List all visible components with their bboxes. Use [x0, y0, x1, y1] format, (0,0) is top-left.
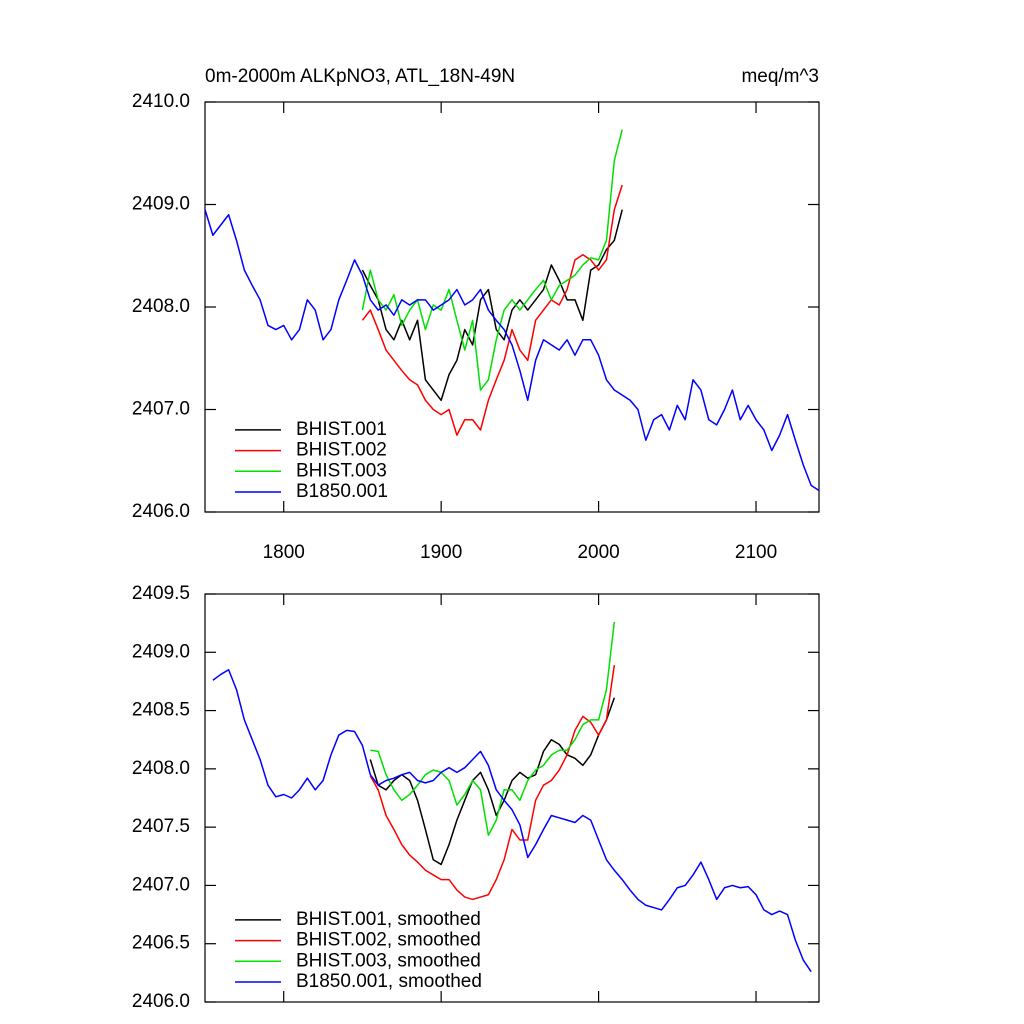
units-label: meq/m^3 [741, 66, 819, 87]
series-line [369, 697, 616, 866]
y-tick-label: 2407.5 [132, 816, 190, 837]
legend-label: BHIST.001, smoothed [296, 909, 481, 930]
legend-label: BHIST.002, smoothed [296, 930, 481, 951]
x-tick-label: 2100 [735, 542, 777, 563]
y-tick-label: 2406.0 [132, 501, 190, 522]
series-line [361, 209, 623, 402]
y-tick-label: 2407.0 [132, 399, 190, 420]
y-tick-label: 2406.0 [132, 991, 190, 1012]
legend-label: BHIST.003, smoothed [296, 950, 481, 971]
series-line [204, 209, 820, 492]
legend-label: B1850.001, smoothed [296, 971, 482, 992]
legend-label: BHIST.003 [296, 460, 387, 481]
plot-frame [204, 593, 820, 1003]
series-line [369, 665, 616, 901]
y-tick-label: 2406.5 [132, 933, 190, 954]
y-tick-label: 2409.5 [132, 583, 190, 604]
chart-title: 0m-2000m ALKpNO3, ATL_18N-49N [205, 66, 515, 87]
series-line [361, 184, 623, 436]
y-tick-label: 2408.5 [132, 700, 190, 721]
legend-label: BHIST.002 [296, 440, 387, 461]
legend-label: BHIST.001 [296, 419, 387, 440]
y-tick-label: 2409.0 [132, 641, 190, 662]
series-line [370, 621, 616, 837]
series-line [361, 129, 623, 391]
x-tick-label: 1800 [263, 542, 305, 563]
y-tick-label: 2408.0 [132, 758, 190, 779]
x-tick-label: 1900 [420, 542, 462, 563]
y-tick-label: 2410.0 [132, 91, 190, 112]
y-tick-label: 2407.0 [132, 874, 190, 895]
legend-label: B1850.001 [296, 481, 388, 502]
series-line [212, 669, 812, 973]
y-tick-label: 2408.0 [132, 296, 190, 317]
y-tick-label: 2409.0 [132, 194, 190, 215]
x-tick-label: 2000 [577, 542, 619, 563]
